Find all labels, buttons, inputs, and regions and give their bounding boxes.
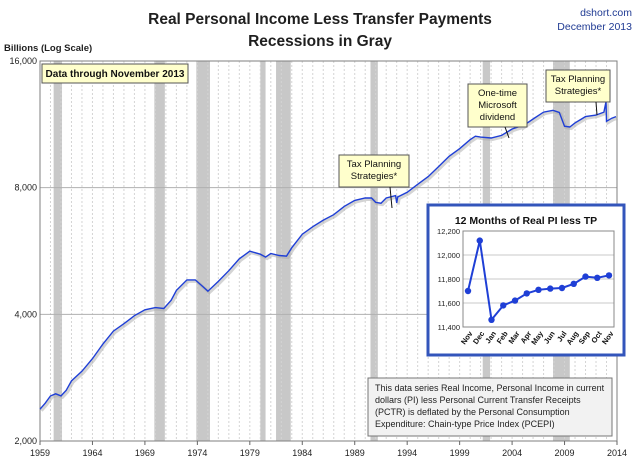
inset-data-point xyxy=(523,290,530,297)
x-tick-label: 2004 xyxy=(502,448,522,458)
series-shadow xyxy=(40,103,619,412)
chart-title-line2: Recessions in Gray xyxy=(248,33,392,50)
y-tick-label: 16,000 xyxy=(9,56,37,66)
inset-y-tick-label: 12,000 xyxy=(437,251,460,260)
inset-data-point xyxy=(500,302,507,309)
inset-frame xyxy=(462,230,615,328)
inset-panel xyxy=(426,203,626,357)
tax-planning-pointer-2 xyxy=(595,101,598,116)
x-tick-label: 1959 xyxy=(30,448,50,458)
microsoft-pointer xyxy=(504,126,510,139)
inset-data-point xyxy=(582,273,589,280)
inset-data-point xyxy=(594,274,601,281)
tax-planning-label-2: Tax Planning Strategies* xyxy=(551,74,605,97)
inset-data-point xyxy=(535,286,542,293)
inset-data-point xyxy=(464,287,472,295)
x-tick-label: 1999 xyxy=(450,448,470,458)
chart-title-line1: Real Personal Income Less Transfer Payme… xyxy=(148,11,492,28)
x-tick-label: 1964 xyxy=(82,448,102,458)
chart-title: Real Personal Income Less Transfer Payme… xyxy=(0,9,640,53)
tax-planning-pointer-1 xyxy=(389,186,393,209)
x-tick-label: 2009 xyxy=(555,448,575,458)
x-tick-label: 2014 xyxy=(607,448,627,458)
tax-planning-box-1 xyxy=(338,154,410,188)
recession-band xyxy=(260,61,266,441)
tax-planning-box-2 xyxy=(545,69,611,103)
x-tick-label: 1984 xyxy=(292,448,312,458)
inset-y-tick-label: 11,400 xyxy=(438,323,460,332)
source-site: dshort.com xyxy=(580,7,632,19)
y-axis-unit-label: Billions (Log Scale) xyxy=(4,43,93,54)
recession-band xyxy=(53,61,63,441)
inset-data-point xyxy=(547,285,554,292)
y-tick-label: 8,000 xyxy=(14,183,37,193)
source-date: December 2013 xyxy=(557,21,632,33)
microsoft-box xyxy=(467,83,528,128)
y-tick-label: 2,000 xyxy=(14,436,37,446)
inset-data-point xyxy=(558,284,566,292)
x-tick-label: 1969 xyxy=(135,448,155,458)
inset-data-point xyxy=(476,237,483,244)
inset-data-point xyxy=(488,316,495,323)
inset-y-tick-label: 12,200 xyxy=(437,227,460,236)
microsoft-label: One-time Microsoft dividend xyxy=(478,88,517,123)
y-tick-label: 4,000 xyxy=(14,309,37,319)
source-block: dshort.com December 2013 xyxy=(557,6,632,34)
inset-y-tick-label: 11,800 xyxy=(438,275,460,284)
x-tick-label: 1974 xyxy=(187,448,207,458)
x-tick-label: 1979 xyxy=(240,448,260,458)
recession-band xyxy=(370,61,378,441)
recession-band xyxy=(276,61,291,441)
x-tick-label: 1989 xyxy=(345,448,365,458)
recession-band xyxy=(154,61,165,441)
inset-title: 12 Months of Real PI less TP xyxy=(455,215,597,227)
note-box xyxy=(367,377,613,437)
inset-data-point xyxy=(511,297,519,304)
inset-data-point xyxy=(570,280,577,287)
data-through-box xyxy=(41,63,189,84)
series-line xyxy=(39,101,617,410)
inset-data-point xyxy=(605,272,613,279)
tax-planning-label-1: Tax Planning Strategies* xyxy=(347,159,401,182)
inset-y-tick-label: 11,600 xyxy=(438,299,460,308)
recession-band xyxy=(196,61,210,441)
note-text: This data series Real Income, Personal I… xyxy=(375,383,605,429)
data-through-label: Data through November 2013 xyxy=(46,69,185,80)
x-tick-label: 1994 xyxy=(397,448,417,458)
